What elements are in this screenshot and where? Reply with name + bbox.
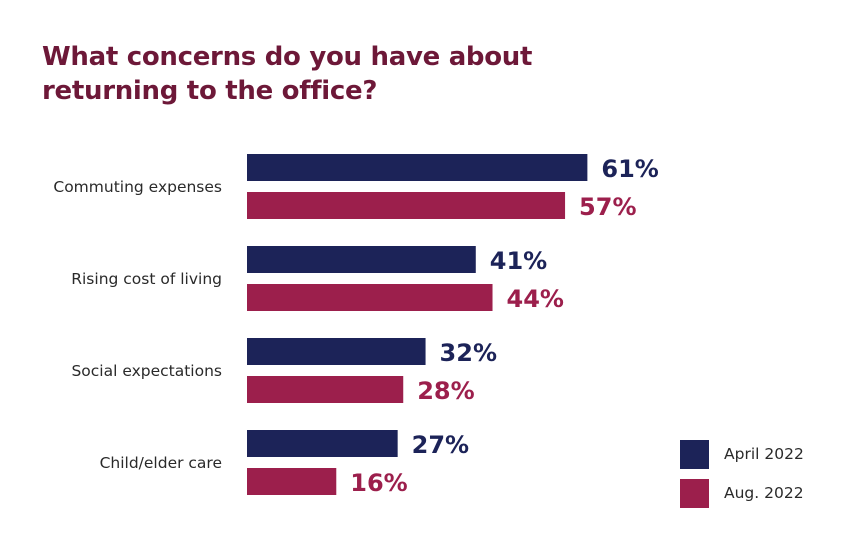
legend: April 2022 Aug. 2022 xyxy=(680,439,804,517)
category-label: Social expectations xyxy=(71,362,222,380)
data-label: 61% xyxy=(601,155,658,183)
legend-swatch-aug xyxy=(680,478,709,508)
data-label: 27% xyxy=(412,431,469,459)
data-label: 44% xyxy=(507,285,564,313)
bar-aug xyxy=(247,468,337,495)
bar-aug xyxy=(247,284,493,311)
data-label: 57% xyxy=(579,193,636,221)
bar-april xyxy=(247,430,398,457)
bar-aug xyxy=(247,192,566,219)
data-label: 28% xyxy=(417,377,474,405)
category-label: Child/elder care xyxy=(100,454,222,472)
bar-april xyxy=(247,246,476,273)
bar-april xyxy=(247,338,426,365)
legend-label-april: April 2022 xyxy=(724,445,804,463)
legend-item-aug: Aug. 2022 xyxy=(680,478,804,508)
chart-title: What concerns do you have about returnin… xyxy=(42,42,533,106)
category-label: Rising cost of living xyxy=(71,270,222,288)
legend-swatch-april xyxy=(680,439,709,469)
legend-label-aug: Aug. 2022 xyxy=(724,484,804,502)
data-label: 41% xyxy=(490,247,547,275)
data-label: 32% xyxy=(440,339,497,367)
data-label: 16% xyxy=(350,469,407,497)
bar-aug xyxy=(247,376,404,403)
legend-item-april: April 2022 xyxy=(680,439,804,469)
category-label: Commuting expenses xyxy=(53,178,222,196)
bar-april xyxy=(247,154,588,181)
